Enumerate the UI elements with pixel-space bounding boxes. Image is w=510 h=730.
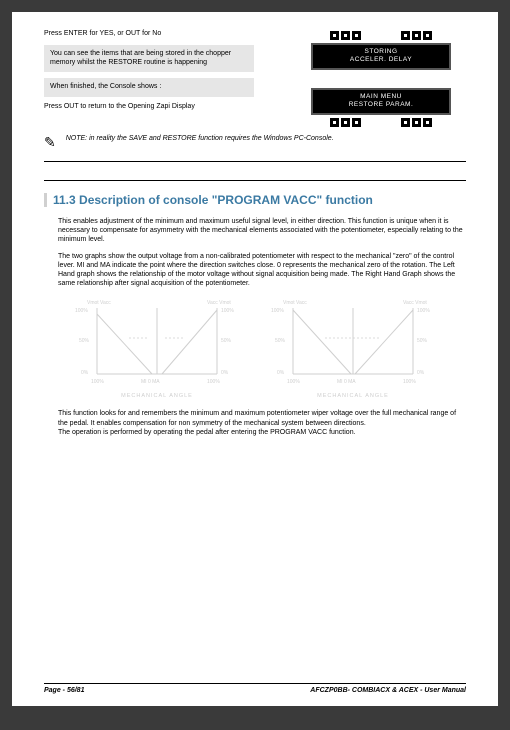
graph-x-label: MECHANICAL ANGLE xyxy=(67,393,247,399)
svg-text:50%: 50% xyxy=(417,338,428,344)
display-line: ACCELER. DELAY xyxy=(315,56,447,64)
svg-text:50%: 50% xyxy=(221,338,232,344)
svg-text:0%: 0% xyxy=(81,370,89,376)
footer-page: Page - 56/81 xyxy=(44,687,84,694)
paragraph: This enables adjustment of the minimum a… xyxy=(58,217,466,244)
gray-note-1: You can see the items that are being sto… xyxy=(44,45,254,73)
page-footer: Page - 56/81 AFCZP0BB- COMBIACX & ACEX -… xyxy=(44,683,466,694)
svg-text:100%: 100% xyxy=(271,308,284,314)
keypad-dots-bottom xyxy=(311,118,451,127)
svg-text:0%: 0% xyxy=(277,370,285,376)
graph-top-label: Vmot Vacc xyxy=(87,300,111,306)
manual-page: Press ENTER for YES, or OUT for No You c… xyxy=(12,12,498,706)
display-line: RESTORE PARAM. xyxy=(315,101,447,109)
graph-right: Vmot Vacc Vacc Vmot 100% 50% 0% 100% 50%… xyxy=(263,296,443,399)
svg-text:100%: 100% xyxy=(403,379,416,385)
svg-text:50%: 50% xyxy=(79,338,90,344)
svg-text:0%: 0% xyxy=(221,370,229,376)
paragraph: The two graphs show the output voltage f… xyxy=(58,252,466,288)
graph-x-label: MECHANICAL ANGLE xyxy=(263,393,443,399)
note-row: ✎ NOTE: in reality the SAVE and RESTORE … xyxy=(44,134,466,162)
svg-text:50%: 50% xyxy=(275,338,286,344)
svg-text:100%: 100% xyxy=(287,379,300,385)
pencil-icon: ✎ xyxy=(44,134,56,151)
display-line: STORING xyxy=(315,48,447,56)
svg-text:100%: 100% xyxy=(75,308,88,314)
top-right-column: STORING ACCELER. DELAY MAIN MENU RESTORE… xyxy=(296,30,466,128)
display-line: MAIN MENU xyxy=(315,93,447,101)
graph-left: Vmot Vacc Vacc Vmot 100% 50% 0% 100% 50% xyxy=(67,296,247,399)
console-display-1: STORING ACCELER. DELAY xyxy=(311,43,451,70)
svg-text:100%: 100% xyxy=(221,308,234,314)
section-rule xyxy=(44,180,466,181)
paragraph: This function looks for and remembers th… xyxy=(58,409,466,436)
section-heading: 11.3 Description of console "PROGRAM VAC… xyxy=(44,193,466,207)
footer-docid: AFCZP0BB- COMBIACX & ACEX - User Manual xyxy=(310,687,466,694)
gray-note-2: When finished, the Console shows : xyxy=(44,78,254,97)
graph-svg-right: Vmot Vacc Vacc Vmot 100% 50% 0% 100% 50%… xyxy=(263,296,443,386)
keypad-dots-top xyxy=(311,31,451,40)
console-display-2: MAIN MENU RESTORE PARAM. xyxy=(311,88,451,115)
svg-text:MI 0 MA: MI 0 MA xyxy=(337,379,356,385)
instruction-line: Press ENTER for YES, or OUT for No xyxy=(44,30,254,39)
instruction-line-2: Press OUT to return to the Opening Zapi … xyxy=(44,103,254,112)
svg-text:0%: 0% xyxy=(417,370,425,376)
svg-text:Vmot Vacc: Vmot Vacc xyxy=(283,300,307,306)
top-left-column: Press ENTER for YES, or OUT for No You c… xyxy=(44,30,254,112)
svg-text:Vacc Vmot: Vacc Vmot xyxy=(403,300,427,306)
svg-text:100%: 100% xyxy=(91,379,104,385)
svg-text:MI 0 MA: MI 0 MA xyxy=(141,379,160,385)
graph-top-label: Vacc Vmot xyxy=(207,300,231,306)
svg-text:100%: 100% xyxy=(417,308,430,314)
note-text: NOTE: in reality the SAVE and RESTORE fu… xyxy=(66,134,466,143)
graph-svg-left: Vmot Vacc Vacc Vmot 100% 50% 0% 100% 50% xyxy=(67,296,247,386)
svg-text:100%: 100% xyxy=(207,379,220,385)
graph-row: Vmot Vacc Vacc Vmot 100% 50% 0% 100% 50% xyxy=(44,296,466,399)
